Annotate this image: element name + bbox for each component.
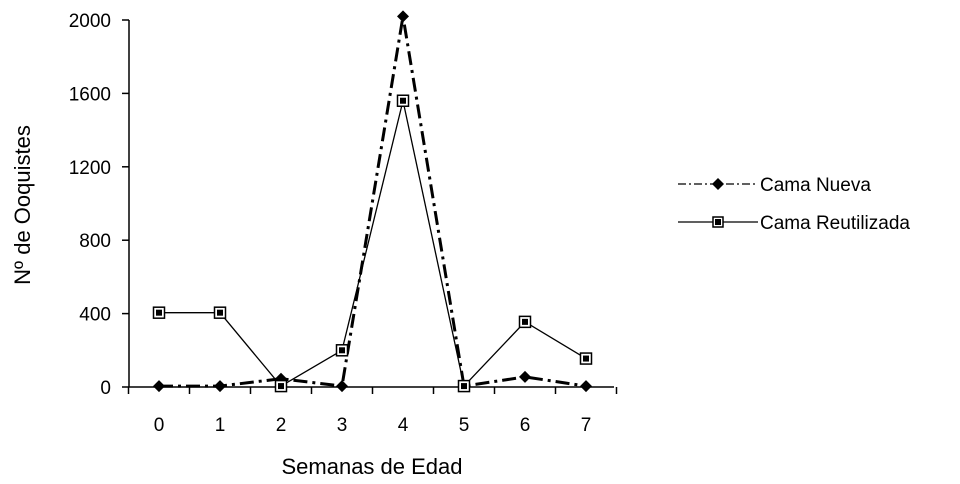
y-axis: 0 400 800 1200 1600 2000 — [69, 11, 130, 399]
y-tick-group: 0 400 800 1200 1600 2000 — [69, 11, 129, 399]
data-point-square-inner — [156, 309, 162, 316]
legend-square-icon-inner — [715, 219, 721, 225]
x-tick-label: 3 — [337, 415, 348, 436]
y-tick-label: 400 — [79, 305, 111, 326]
x-tick-group: 0 1 2 3 4 5 6 7 — [127, 387, 618, 436]
series-line-cama-reutilizada — [159, 100, 587, 388]
y-tick-label: 800 — [79, 231, 111, 252]
data-point-diamond — [214, 380, 226, 393]
x-tick-label: 6 — [520, 415, 531, 436]
series-group — [152, 10, 593, 393]
data-point-square-inner — [400, 97, 406, 104]
data-point-square-inner — [217, 309, 223, 316]
legend-entry-cama-nueva: Cama Nueva — [678, 175, 871, 196]
y-tick-label: 1600 — [69, 84, 111, 105]
data-point-square-inner — [278, 383, 284, 390]
x-tick-label: 0 — [154, 415, 165, 436]
data-point-diamond — [519, 370, 531, 383]
y-tick-label: 2000 — [69, 11, 111, 32]
x-axis-label: Semanas de Edad — [281, 454, 462, 479]
series-line-cama-nueva — [159, 16, 587, 388]
y-tick-label: 0 — [100, 378, 111, 399]
data-point-square-inner — [522, 318, 528, 325]
x-tick-label: 7 — [581, 415, 592, 436]
x-tick-label: 1 — [215, 415, 226, 436]
data-point-square-inner — [461, 383, 467, 390]
data-point-diamond — [153, 380, 165, 393]
x-tick-label: 2 — [276, 415, 287, 436]
x-tick-label: 5 — [459, 415, 470, 436]
y-tick-label: 1200 — [69, 158, 111, 179]
legend-label-cama-reutilizada: Cama Reutilizada — [760, 213, 910, 234]
legend: Cama Nueva Cama Reutilizada — [678, 175, 910, 234]
y-axis-label: Nº de Ooquistes — [10, 125, 35, 285]
legend-diamond-icon — [712, 178, 724, 190]
legend-label-cama-nueva: Cama Nueva — [760, 175, 871, 196]
data-point-square-inner — [339, 347, 345, 354]
data-point-diamond — [336, 380, 348, 393]
x-tick-label: 4 — [398, 415, 409, 436]
legend-entry-cama-reutilizada: Cama Reutilizada — [678, 213, 910, 234]
data-point-diamond — [397, 10, 409, 23]
data-point-diamond — [580, 380, 592, 393]
x-axis: 0 1 2 3 4 5 6 7 — [127, 386, 618, 436]
data-point-square-inner — [583, 355, 589, 362]
